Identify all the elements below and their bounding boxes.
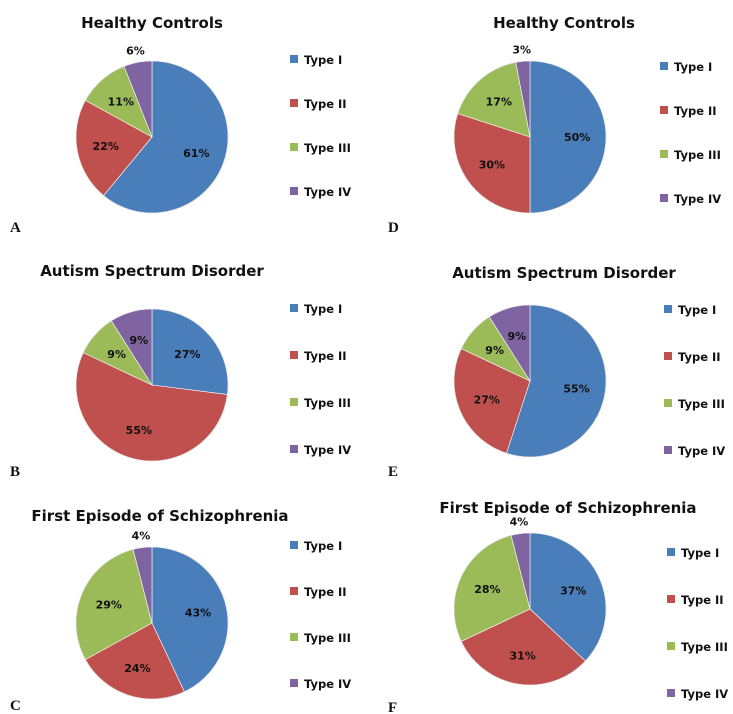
pie-panel-a: Healthy Controls A 61% 22% 11% 6% Type I Type I… bbox=[10, 14, 351, 236]
legend-entry: Type IV bbox=[304, 185, 351, 199]
legend-swatch bbox=[290, 99, 298, 107]
slice-label: 9% bbox=[508, 330, 527, 343]
legend-entry: Type IV bbox=[304, 677, 351, 691]
legend-swatch bbox=[664, 352, 672, 360]
panel-letter: D bbox=[388, 220, 399, 236]
slice-label: 22% bbox=[93, 140, 119, 153]
legend-swatch bbox=[667, 642, 675, 650]
panel-letter: F bbox=[388, 700, 397, 714]
pie-outline bbox=[75, 308, 229, 462]
legend-entry: Type IV bbox=[674, 192, 721, 206]
slice-label: 9% bbox=[485, 344, 504, 357]
pie-outline bbox=[75, 546, 229, 700]
pie-outline bbox=[453, 304, 607, 458]
slice-label: 28% bbox=[474, 583, 500, 596]
legend-swatch bbox=[290, 587, 298, 595]
chart-title: Autism Spectrum Disorder bbox=[40, 262, 264, 280]
panel-letter: C bbox=[10, 698, 21, 714]
pie-outline bbox=[453, 60, 607, 214]
legend-swatch bbox=[664, 305, 672, 313]
chart-title: Autism Spectrum Disorder bbox=[452, 264, 676, 282]
legend-entry: Type III bbox=[678, 397, 725, 411]
legend-entry: Type IV bbox=[304, 443, 351, 457]
legend-swatch bbox=[290, 304, 298, 312]
pie-outline bbox=[453, 532, 607, 686]
pie-panel-b: Autism Spectrum Disorder B 27% 55% 9% 9% Type … bbox=[10, 262, 351, 480]
chart-title: First Episode of Schizophrenia bbox=[439, 499, 696, 517]
legend-swatch bbox=[667, 548, 675, 556]
panel-letter: B bbox=[10, 464, 20, 480]
slice-label: 9% bbox=[130, 334, 149, 347]
legend-entry: Type III bbox=[674, 148, 721, 162]
slice-label: 55% bbox=[563, 382, 589, 395]
legend-entry: Type II bbox=[681, 593, 724, 607]
chart-title: First Episode of Schizophrenia bbox=[31, 507, 288, 525]
chart-title: Healthy Controls bbox=[81, 14, 223, 32]
pie-panel-e: Autism Spectrum Disorder E 55% 27% 9% 9% Type … bbox=[388, 264, 725, 480]
legend-entry: Type III bbox=[304, 141, 351, 155]
legend-swatch bbox=[667, 595, 675, 603]
legend-swatch bbox=[664, 399, 672, 407]
slice-label: 27% bbox=[174, 348, 200, 361]
legend-entry: Type I bbox=[304, 53, 342, 67]
legend-swatch bbox=[664, 446, 672, 454]
slice-label: 4% bbox=[132, 530, 151, 543]
legend-swatch bbox=[290, 351, 298, 359]
slice-label: 27% bbox=[474, 394, 500, 407]
slice-label: 61% bbox=[183, 147, 209, 160]
legend-swatch bbox=[290, 143, 298, 151]
slice-label: 30% bbox=[479, 159, 505, 172]
slice-label: 29% bbox=[96, 598, 122, 611]
slice-label: 3% bbox=[512, 43, 531, 56]
slice-label: 43% bbox=[185, 607, 211, 620]
pie-panel-c: First Episode of Schizophrenia C 43% 24% 29%… bbox=[10, 507, 351, 714]
legend-swatch bbox=[660, 62, 668, 70]
legend-entry: Type I bbox=[304, 539, 342, 553]
legend-swatch bbox=[290, 541, 298, 549]
slice-label: 24% bbox=[124, 662, 150, 675]
panel-letter: A bbox=[10, 220, 21, 236]
slice-label: 6% bbox=[126, 45, 145, 58]
legend-swatch bbox=[667, 689, 675, 697]
legend-entry: Type I bbox=[678, 303, 716, 317]
legend-entry: Type II bbox=[304, 349, 347, 363]
legend-entry: Type III bbox=[681, 640, 728, 654]
legend-swatch bbox=[660, 194, 668, 202]
legend-swatch bbox=[290, 398, 298, 406]
slice-label: 11% bbox=[108, 96, 134, 109]
legend-swatch bbox=[290, 55, 298, 63]
legend-entry: Type II bbox=[678, 350, 721, 364]
legend-swatch bbox=[290, 187, 298, 195]
legend-entry: Type III bbox=[304, 631, 351, 645]
legend-entry: Type II bbox=[304, 585, 347, 599]
slice-label: 37% bbox=[560, 584, 586, 597]
legend-entry: Type IV bbox=[678, 444, 725, 458]
legend-entry: Type IV bbox=[681, 687, 728, 701]
legend-swatch bbox=[660, 150, 668, 158]
pie-panel-f: First Episode of Schizophrenia F 37% 31% 28%… bbox=[388, 499, 728, 714]
slice-label: 17% bbox=[486, 96, 512, 109]
legend-swatch bbox=[290, 445, 298, 453]
slice-label: 9% bbox=[107, 348, 126, 361]
legend-entry: Type III bbox=[304, 396, 351, 410]
slice-label: 4% bbox=[510, 516, 529, 529]
slice-label: 31% bbox=[509, 650, 535, 663]
pie-outline bbox=[75, 60, 229, 214]
legend-entry: Type I bbox=[681, 546, 719, 560]
slice-label: 55% bbox=[126, 424, 152, 437]
legend-swatch bbox=[660, 106, 668, 114]
chart-title: Healthy Controls bbox=[493, 14, 635, 32]
legend-swatch bbox=[290, 679, 298, 687]
legend-swatch bbox=[290, 633, 298, 641]
slice-label: 50% bbox=[564, 131, 590, 144]
legend-entry: Type II bbox=[674, 104, 717, 118]
legend-entry: Type II bbox=[304, 97, 347, 111]
legend-entry: Type I bbox=[674, 60, 712, 74]
panel-letter: E bbox=[388, 464, 398, 480]
pie-panel-d: Healthy Controls D 50% 30% 17% 3% Type I Type I… bbox=[388, 14, 721, 236]
legend-entry: Type I bbox=[304, 302, 342, 316]
